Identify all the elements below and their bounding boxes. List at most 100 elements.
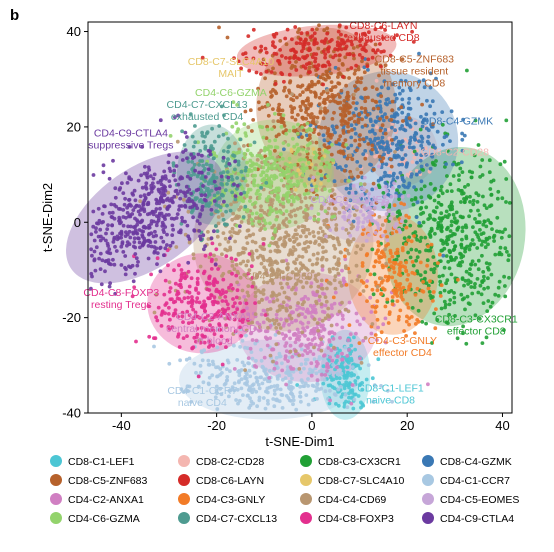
- point: [236, 231, 240, 236]
- point: [395, 147, 399, 152]
- point: [204, 131, 209, 136]
- point: [312, 197, 316, 202]
- point: [237, 207, 242, 212]
- point: [249, 264, 254, 269]
- point: [371, 48, 376, 53]
- point: [195, 174, 200, 179]
- point: [196, 187, 201, 192]
- point: [354, 148, 359, 153]
- point: [275, 298, 280, 302]
- point: [262, 355, 267, 360]
- point: [243, 179, 248, 183]
- point: [347, 110, 352, 115]
- point: [359, 279, 364, 283]
- point: [401, 119, 405, 123]
- point: [193, 168, 198, 173]
- point: [316, 328, 321, 333]
- point: [355, 216, 360, 221]
- point: [214, 209, 219, 214]
- point: [200, 208, 205, 212]
- point: [206, 362, 211, 367]
- point: [167, 166, 172, 171]
- point: [292, 240, 296, 244]
- point: [341, 226, 345, 231]
- point: [369, 331, 374, 336]
- point: [176, 113, 181, 118]
- point: [341, 317, 345, 321]
- point: [290, 287, 294, 292]
- point: [264, 181, 269, 185]
- y-tick-label: 0: [74, 215, 81, 230]
- point: [408, 223, 413, 228]
- point: [439, 283, 444, 288]
- point: [202, 299, 207, 304]
- point: [228, 247, 233, 252]
- point: [210, 126, 215, 131]
- point: [353, 190, 358, 195]
- point: [472, 242, 476, 247]
- point: [339, 364, 344, 369]
- point: [226, 136, 230, 141]
- point: [274, 217, 279, 222]
- point: [289, 387, 294, 392]
- point: [155, 262, 159, 266]
- point: [320, 342, 324, 347]
- point: [314, 73, 319, 77]
- point: [146, 256, 151, 261]
- point: [360, 225, 365, 229]
- legend-swatch: [422, 474, 434, 486]
- point: [98, 227, 103, 232]
- point: [332, 386, 337, 391]
- point: [189, 152, 194, 157]
- point: [497, 279, 502, 284]
- point: [417, 51, 421, 56]
- point: [425, 263, 429, 268]
- point: [385, 200, 390, 205]
- point: [339, 88, 344, 93]
- point: [242, 190, 247, 195]
- point: [424, 205, 429, 210]
- point: [354, 63, 358, 68]
- point: [275, 374, 280, 379]
- point: [507, 275, 511, 280]
- point: [168, 134, 173, 138]
- point: [257, 219, 262, 224]
- point: [303, 315, 308, 319]
- point: [259, 213, 263, 218]
- point: [484, 335, 489, 340]
- point: [91, 209, 96, 214]
- point: [460, 237, 464, 242]
- point: [173, 178, 178, 183]
- point: [333, 94, 337, 98]
- point: [342, 210, 347, 215]
- point: [503, 246, 508, 251]
- point: [386, 321, 391, 325]
- point: [446, 225, 450, 230]
- point: [267, 263, 272, 267]
- point: [233, 167, 237, 172]
- point: [154, 207, 159, 211]
- point: [379, 292, 384, 296]
- point: [245, 306, 249, 311]
- point: [273, 82, 278, 86]
- point: [265, 343, 270, 348]
- cluster-label-cd4-c8-foxp3: CD4-C8-FOXP3 resting Tregs: [83, 287, 159, 311]
- point: [404, 334, 408, 338]
- point: [430, 99, 435, 104]
- point: [149, 183, 154, 188]
- point: [376, 226, 381, 231]
- point: [207, 339, 211, 344]
- point: [147, 334, 152, 339]
- point: [338, 348, 342, 353]
- point: [201, 140, 206, 144]
- point: [306, 98, 310, 103]
- point: [195, 276, 200, 281]
- point: [201, 163, 206, 168]
- point: [149, 222, 154, 226]
- point: [352, 397, 357, 402]
- point: [369, 202, 374, 207]
- point: [160, 224, 165, 228]
- point: [196, 374, 201, 379]
- point: [386, 97, 390, 101]
- point: [220, 192, 224, 197]
